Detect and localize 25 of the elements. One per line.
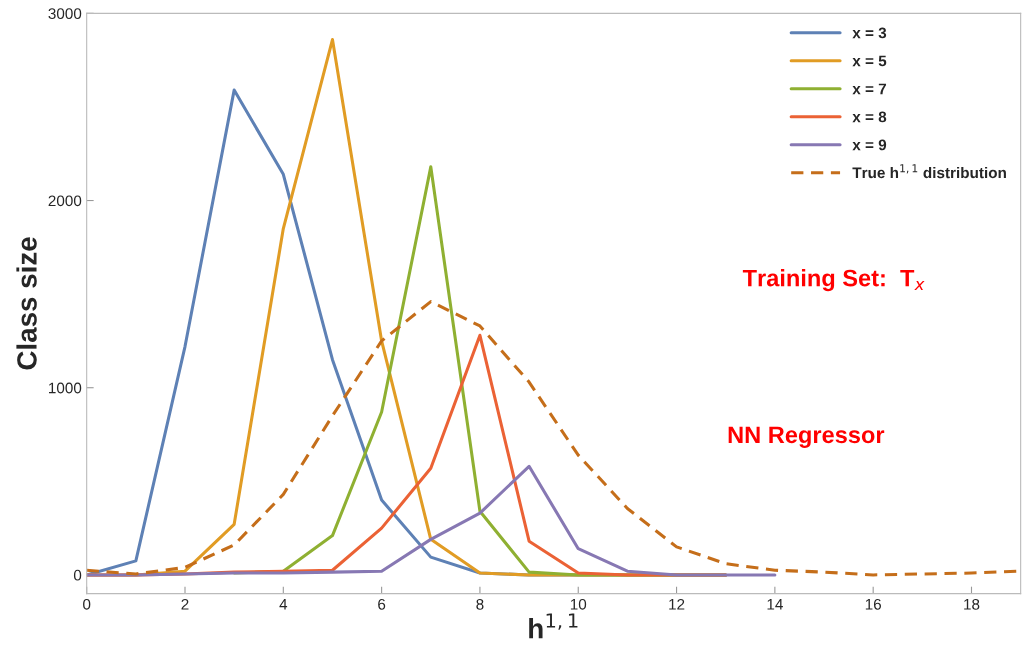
x-axis-title: h$^{1,1}$ <box>529 613 578 639</box>
x-tick-label: 4 <box>279 599 288 610</box>
x-tick-label: 0 <box>83 598 91 610</box>
annotation: NN Regressor <box>728 426 885 448</box>
y-axis-title: Class size <box>16 237 37 370</box>
x-tick-label: 16 <box>865 598 882 610</box>
legend-label: x = 7 <box>852 83 887 95</box>
x-tick-label: 2 <box>181 598 189 610</box>
line-series <box>86 464 777 577</box>
x-tick-label: 14 <box>767 599 783 610</box>
y-tick-label: 2000 <box>48 195 82 207</box>
y-tick-label: 3000 <box>48 8 82 20</box>
x-tick-label: 12 <box>669 598 685 610</box>
x-tick-label: 8 <box>476 598 484 610</box>
y-tick-label: 0 <box>73 569 82 581</box>
x-tick-label: 10 <box>570 598 587 610</box>
legend-label: True h$^{1,1}$ distribution <box>852 164 1006 179</box>
legend-label: x = 5 <box>852 55 887 67</box>
x-tick-label: 18 <box>964 598 980 610</box>
legend-label: x = 3 <box>852 27 887 39</box>
legend-label: x = 8 <box>852 111 887 123</box>
x-tick-label: 6 <box>378 598 386 610</box>
y-tick-label: 1000 <box>49 382 82 394</box>
annotation: Training Set: T$_{x}$ <box>742 269 925 292</box>
legend-label: x = 9 <box>852 139 887 151</box>
